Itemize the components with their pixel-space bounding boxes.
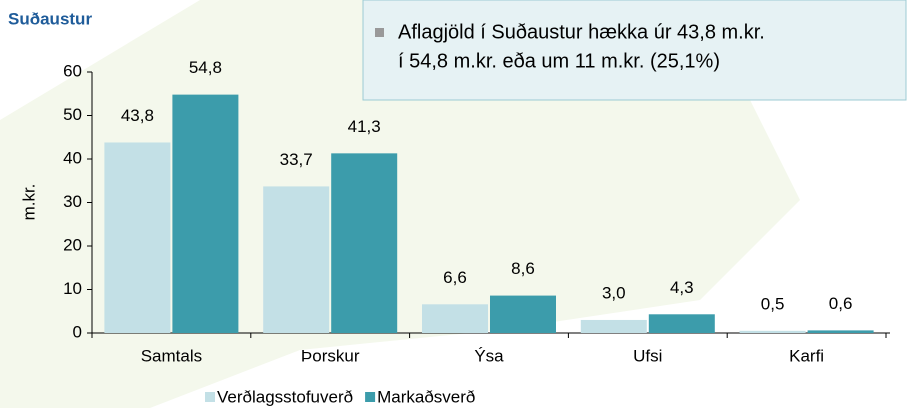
value-label: 0,5 bbox=[761, 294, 785, 313]
legend-label: Markaðsverð bbox=[377, 387, 475, 406]
value-label: 41,3 bbox=[348, 117, 381, 136]
legend-swatch bbox=[205, 392, 215, 402]
legend-swatch bbox=[365, 392, 376, 402]
value-label: 43,8 bbox=[121, 106, 154, 125]
value-label: 6,6 bbox=[443, 268, 467, 287]
y-tick-label: 20 bbox=[63, 235, 82, 254]
y-tick-label: 40 bbox=[63, 148, 82, 167]
bar bbox=[104, 142, 171, 333]
bar bbox=[331, 153, 398, 333]
legend-label: Verðlagsstofuverð bbox=[217, 387, 353, 406]
annotation-line: í 54,8 m.kr. eða um 11 m.kr. (25,1%) bbox=[398, 50, 720, 72]
bar bbox=[263, 186, 330, 333]
x-tick-label: Ýsa bbox=[474, 346, 504, 365]
value-label: 0,6 bbox=[829, 294, 853, 313]
bar bbox=[807, 330, 874, 333]
bar bbox=[172, 94, 239, 334]
value-label: 33,7 bbox=[280, 150, 313, 169]
value-label: 3,0 bbox=[602, 283, 626, 302]
bar bbox=[648, 314, 715, 333]
y-tick-label: 60 bbox=[63, 61, 82, 80]
x-tick-label: Ufsi bbox=[633, 346, 662, 365]
y-tick-label: 50 bbox=[63, 105, 82, 124]
y-axis-label: m.kr. bbox=[19, 184, 38, 221]
chart-title: Suðaustur bbox=[8, 9, 92, 28]
x-tick-label: Karfi bbox=[789, 346, 824, 365]
bullet bbox=[375, 28, 384, 37]
bar bbox=[490, 295, 556, 333]
bar bbox=[580, 319, 647, 333]
value-label: 8,6 bbox=[511, 259, 535, 278]
value-label: 4,3 bbox=[670, 278, 694, 297]
bar bbox=[739, 330, 806, 333]
bar bbox=[422, 304, 488, 333]
y-tick-label: 0 bbox=[73, 322, 82, 341]
value-label: 54,8 bbox=[189, 58, 222, 77]
x-tick-label: Samtals bbox=[141, 346, 202, 365]
y-tick-label: 10 bbox=[63, 279, 82, 298]
y-tick-label: 30 bbox=[63, 192, 82, 211]
x-tick-label: Þorskur bbox=[301, 346, 360, 365]
annotation-box bbox=[362, 0, 907, 101]
annotation-line: Aflagjöld í Suðaustur hækka úr 43,8 m.kr… bbox=[398, 21, 765, 43]
